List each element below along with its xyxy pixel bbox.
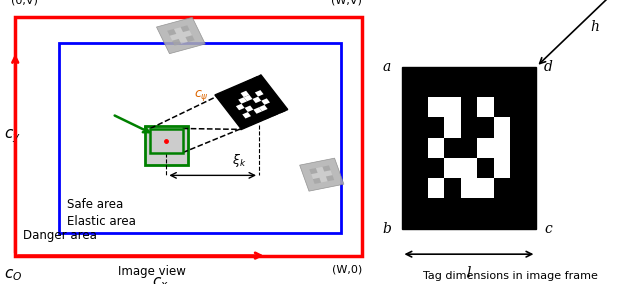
Polygon shape (326, 175, 334, 181)
Polygon shape (309, 168, 317, 174)
Text: l: l (467, 266, 471, 279)
Bar (494, 137, 510, 158)
Bar (444, 117, 461, 137)
Bar (477, 97, 494, 117)
Polygon shape (238, 97, 247, 104)
Polygon shape (300, 158, 344, 191)
Polygon shape (168, 26, 195, 45)
Text: $c_{\psi}$: $c_{\psi}$ (194, 88, 209, 103)
Polygon shape (241, 91, 250, 97)
Text: c: c (544, 222, 552, 236)
Bar (428, 178, 444, 198)
Polygon shape (180, 25, 189, 32)
Polygon shape (172, 39, 181, 46)
Bar (401, 67, 536, 229)
Text: $\xi_k$: $\xi_k$ (232, 152, 246, 169)
Polygon shape (167, 29, 177, 36)
Bar (444, 158, 461, 178)
Polygon shape (261, 98, 270, 105)
Polygon shape (215, 75, 288, 130)
Text: a: a (383, 60, 391, 74)
Bar (477, 178, 494, 198)
Bar (15, 17, 362, 256)
Text: Image view: Image view (118, 265, 186, 278)
Bar (59, 43, 341, 233)
Polygon shape (243, 112, 251, 118)
Text: $c_x$: $c_x$ (152, 275, 168, 284)
Text: (W,V): (W,V) (331, 0, 362, 6)
Text: h: h (591, 20, 600, 34)
Polygon shape (236, 104, 244, 110)
Bar (477, 137, 494, 158)
Text: $c_y$: $c_y$ (4, 128, 20, 145)
Text: Elastic area: Elastic area (67, 215, 136, 228)
Text: Safe area: Safe area (67, 198, 123, 211)
Bar (428, 97, 444, 117)
Bar (494, 158, 510, 178)
Polygon shape (186, 35, 195, 42)
Polygon shape (313, 178, 321, 184)
Bar (461, 158, 477, 178)
Polygon shape (253, 107, 262, 114)
Text: (W,0): (W,0) (332, 264, 362, 274)
Text: $c_O$: $c_O$ (4, 267, 22, 283)
Text: (0,V): (0,V) (12, 0, 38, 6)
Polygon shape (253, 97, 261, 103)
Polygon shape (244, 95, 253, 101)
Bar (444, 97, 461, 117)
Bar (145, 126, 189, 165)
Text: Danger area: Danger area (23, 229, 97, 242)
Bar (494, 117, 510, 137)
Text: Tag dimensions in image frame: Tag dimensions in image frame (423, 271, 598, 281)
Polygon shape (156, 17, 205, 54)
Polygon shape (310, 166, 334, 184)
Polygon shape (244, 105, 253, 112)
Bar (428, 137, 444, 158)
Bar (150, 128, 182, 153)
Polygon shape (323, 165, 331, 172)
Text: d: d (544, 60, 553, 74)
Polygon shape (259, 105, 268, 111)
Bar (461, 178, 477, 198)
Text: b: b (382, 222, 391, 236)
Polygon shape (255, 90, 264, 97)
